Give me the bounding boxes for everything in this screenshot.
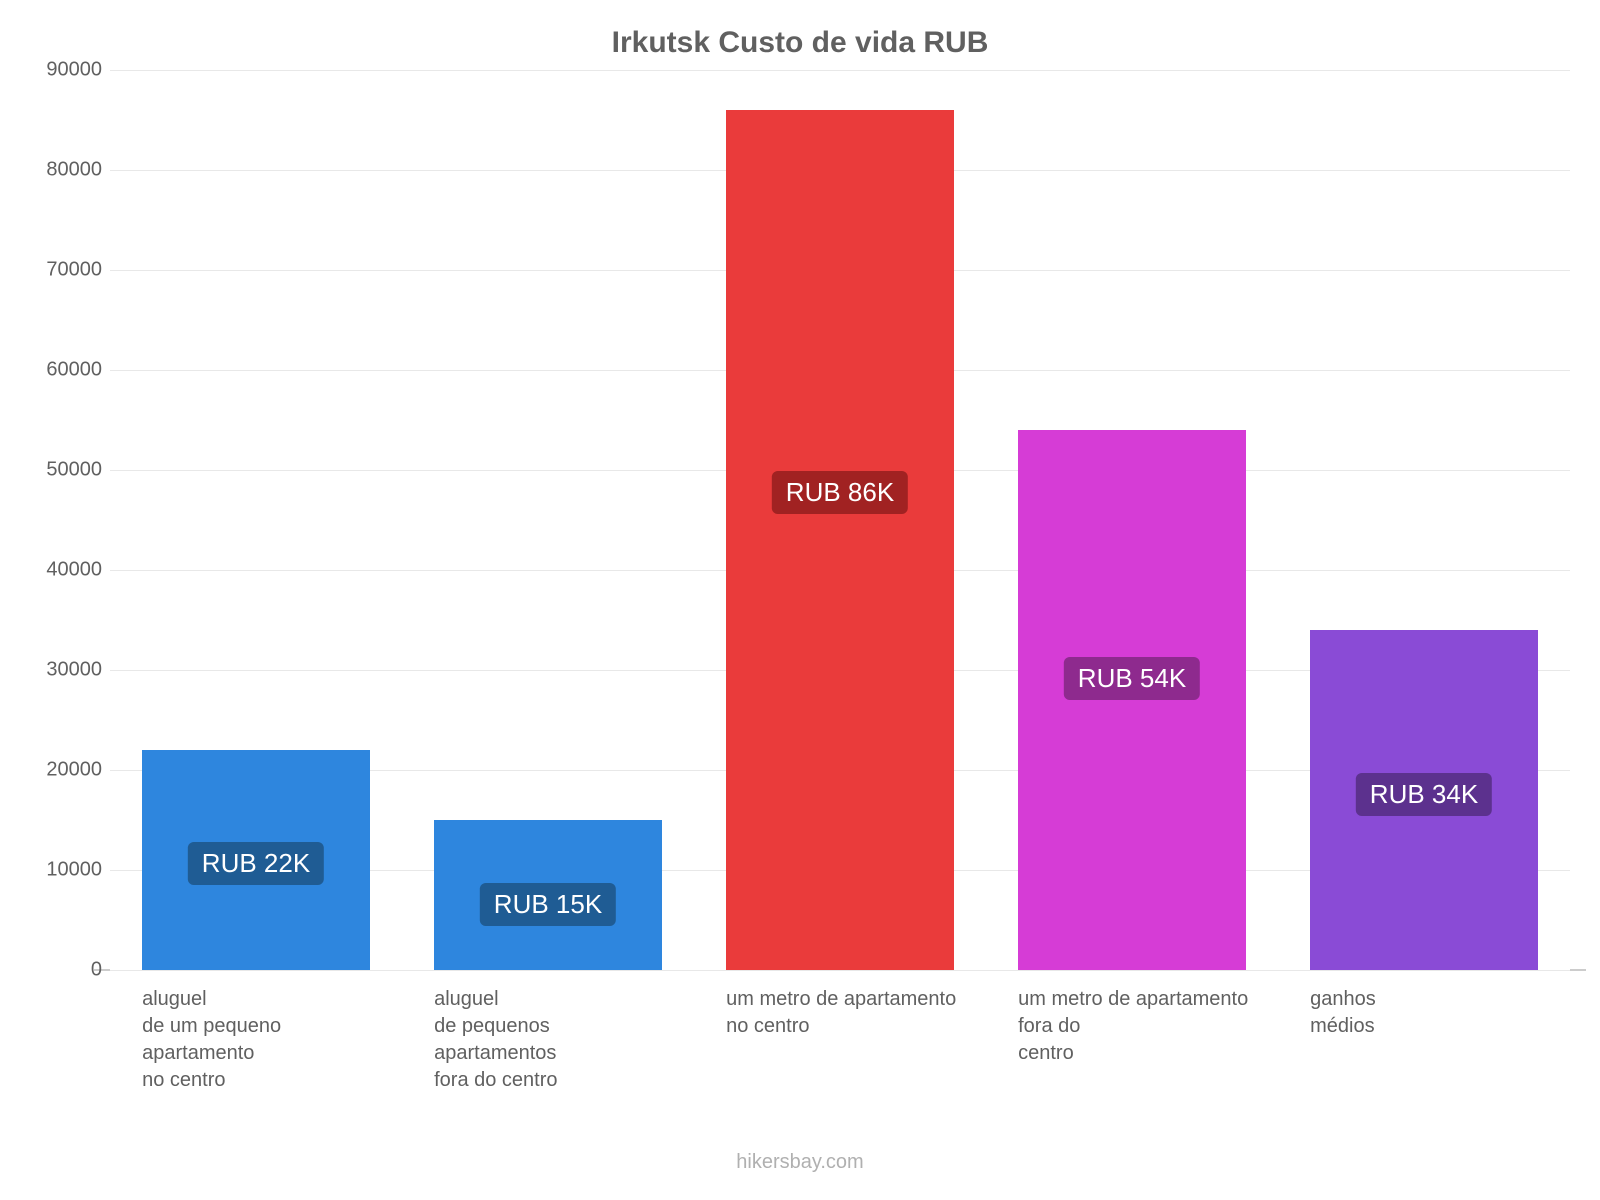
y-tick-label: 90000 xyxy=(12,59,102,82)
y-tick-label: 0 xyxy=(12,959,102,982)
bar-value-label: RUB 15K xyxy=(480,883,616,926)
gridline xyxy=(110,970,1570,971)
x-category-label: um metro de apartamento fora do centro xyxy=(1018,986,1248,1067)
baseline-stub xyxy=(1570,969,1586,971)
chart-title: Irkutsk Custo de vida RUB xyxy=(0,26,1600,60)
y-tick-label: 70000 xyxy=(12,259,102,282)
bar-value-label: RUB 22K xyxy=(188,842,324,885)
x-category-label: aluguel de um pequeno apartamento no cen… xyxy=(142,986,281,1094)
bar xyxy=(726,110,954,970)
plot-area: RUB 22K RUB 15K RUB 86K RUB 54K RUB 34K xyxy=(110,70,1570,970)
bar-value-label: RUB 34K xyxy=(1356,773,1492,816)
y-tick-label: 30000 xyxy=(12,659,102,682)
bar xyxy=(1018,430,1246,970)
x-category-label: ganhos médios xyxy=(1310,986,1376,1040)
y-tick-label: 80000 xyxy=(12,159,102,182)
y-tick-label: 50000 xyxy=(12,459,102,482)
y-tick-label: 40000 xyxy=(12,559,102,582)
y-tick-label: 20000 xyxy=(12,759,102,782)
x-category-label: aluguel de pequenos apartamentos fora do… xyxy=(434,986,557,1094)
y-tick-label: 60000 xyxy=(12,359,102,382)
gridline xyxy=(110,70,1570,71)
x-category-label: um metro de apartamento no centro xyxy=(726,986,956,1040)
attribution-text: hikersbay.com xyxy=(0,1151,1600,1174)
y-tick-label: 10000 xyxy=(12,859,102,882)
bar-value-label: RUB 54K xyxy=(1064,657,1200,700)
bar-value-label: RUB 86K xyxy=(772,471,908,514)
